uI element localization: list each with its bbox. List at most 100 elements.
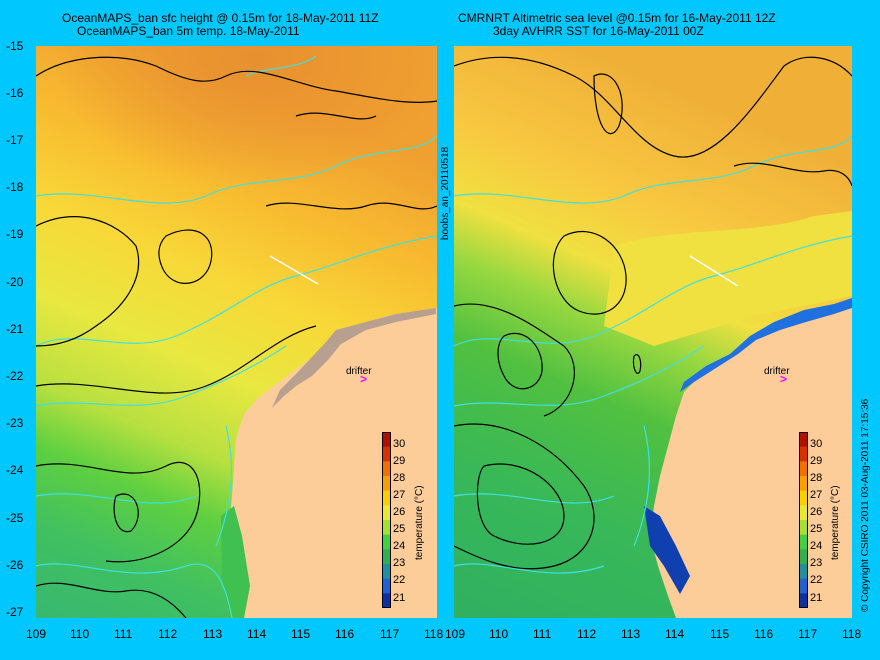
colorbar-swatch [799, 476, 808, 492]
colorbar-tick: 28 [393, 472, 406, 484]
lon-tick-label: 111 [114, 627, 133, 641]
colorbar-swatch [799, 461, 808, 477]
colorbar-swatch [799, 490, 808, 506]
right-coast-blue [680, 298, 852, 392]
lon-tick-label: 109 [26, 627, 47, 641]
colorbar-swatch [382, 578, 391, 594]
lon-tick-label: 112 [577, 627, 597, 641]
colorbar-swatch [799, 578, 808, 594]
lat-tick-label: -18 [6, 180, 24, 194]
colorbar-swatch [382, 534, 391, 550]
lat-tick-label: -15 [6, 39, 24, 53]
right-title-line1: CMRNRT Altimetric sea level @0.15m for 1… [458, 11, 776, 25]
lat-tick-label: -21 [6, 322, 24, 336]
colorbar-swatch [799, 593, 808, 608]
colorbar-tick: 30 [810, 438, 823, 450]
lat-tick-label: -26 [6, 558, 24, 572]
colorbar-swatch [799, 432, 808, 448]
colorbar-frame [799, 432, 808, 608]
colorbar-tick: 22 [393, 574, 406, 586]
left-colorbar-bar [382, 432, 391, 608]
colorbar-title: temperature (°C) [830, 485, 841, 560]
lon-tick-label: 114 [247, 627, 267, 641]
left-warm-region [36, 46, 437, 306]
colorbar-tick: 21 [810, 592, 823, 604]
colorbar-tick: 30 [393, 438, 406, 450]
lat-tick-label: -16 [6, 86, 24, 100]
lon-tick-label: 116 [754, 627, 774, 641]
drifter-marker-left: > [360, 372, 368, 386]
right-coast-south [644, 506, 690, 594]
left-title-line2: OceanMAPS_ban 5m temp. 18-May-2011 [77, 24, 300, 38]
lon-tick-label: 109 [445, 627, 466, 641]
colorbar-swatch [382, 461, 391, 477]
colorbar-tick: 23 [810, 557, 823, 569]
colorbar-tick: 23 [393, 557, 406, 569]
colorbar-tick: 27 [810, 489, 823, 501]
colorbar-swatch [382, 593, 391, 608]
colorbar-tick: 22 [810, 574, 823, 586]
colorbar-swatch [382, 520, 391, 536]
colorbar-swatch [799, 534, 808, 550]
drifter-label-left: drifter [346, 366, 372, 377]
colorbar-tick: 26 [393, 506, 406, 518]
colorbar-tick: 21 [393, 592, 406, 604]
lon-tick-label: 112 [158, 627, 178, 641]
lat-tick-label: -27 [6, 605, 24, 619]
copyright-label: © Copyright CSIRO 2011 03-Aug-2011 17:15… [860, 398, 871, 612]
right-map-panel [454, 46, 852, 618]
colorbar-swatch [382, 549, 391, 565]
lon-tick-label: 110 [489, 627, 509, 641]
colorbar-swatch [382, 446, 391, 462]
colorbar-frame [382, 432, 391, 608]
colorbar-tick: 25 [393, 523, 406, 535]
lat-tick-label: -24 [6, 463, 24, 477]
lat-tick-label: -20 [6, 275, 24, 289]
colorbar-swatch [382, 490, 391, 506]
colorbar-swatch [382, 505, 391, 521]
colorbar-swatch [799, 520, 808, 536]
colorbar-tick: 29 [393, 455, 406, 467]
lat-tick-label: -19 [6, 227, 24, 241]
right-title-line2: 3day AVHRR SST for 16-May-2011 00Z [493, 24, 704, 38]
lon-tick-label: 115 [291, 627, 311, 641]
left-reef [272, 308, 436, 408]
drifter-label-right: drifter [764, 366, 790, 377]
colorbar-tick: 24 [393, 540, 406, 552]
lat-tick-label: -17 [6, 133, 24, 147]
colorbar-tick: 27 [393, 489, 406, 501]
left-map-panel [36, 46, 437, 618]
colorbar-tick: 25 [810, 523, 823, 535]
lon-tick-label: 117 [380, 627, 400, 641]
right-map [454, 46, 852, 618]
lon-tick-label: 117 [798, 627, 818, 641]
right-colorbar-bar [799, 432, 808, 608]
analysis-id-label: boobs_an_20110518 [440, 146, 451, 240]
colorbar-tick: 26 [810, 506, 823, 518]
lat-tick-label: -22 [6, 369, 24, 383]
colorbar-tick: 28 [810, 472, 823, 484]
left-map [36, 46, 437, 618]
colorbar-swatch [799, 564, 808, 580]
drifter-marker-right: > [780, 372, 788, 386]
colorbar-swatch [382, 476, 391, 492]
colorbar-title: temperature (°C) [414, 485, 425, 560]
lat-tick-label: -23 [6, 416, 24, 430]
colorbar-swatch [799, 505, 808, 521]
lat-tick-label: -25 [6, 511, 24, 525]
colorbar-swatch [382, 564, 391, 580]
left-title-line1: OceanMAPS_ban sfc height @ 0.15m for 18-… [62, 11, 379, 25]
colorbar-swatch [799, 549, 808, 565]
right-warm-patch [604, 211, 852, 346]
lon-tick-label: 118 [842, 627, 862, 641]
colorbar-tick: 24 [810, 540, 823, 552]
lon-tick-label: 115 [710, 627, 730, 641]
colorbar-tick: 29 [810, 455, 823, 467]
colorbar-swatch [382, 432, 391, 448]
lon-tick-label: 113 [621, 627, 641, 641]
lon-tick-label: 114 [665, 627, 685, 641]
lon-tick-label: 111 [533, 627, 552, 641]
lon-tick-label: 113 [203, 627, 223, 641]
lon-tick-label: 116 [335, 627, 355, 641]
lon-tick-label: 110 [70, 627, 90, 641]
